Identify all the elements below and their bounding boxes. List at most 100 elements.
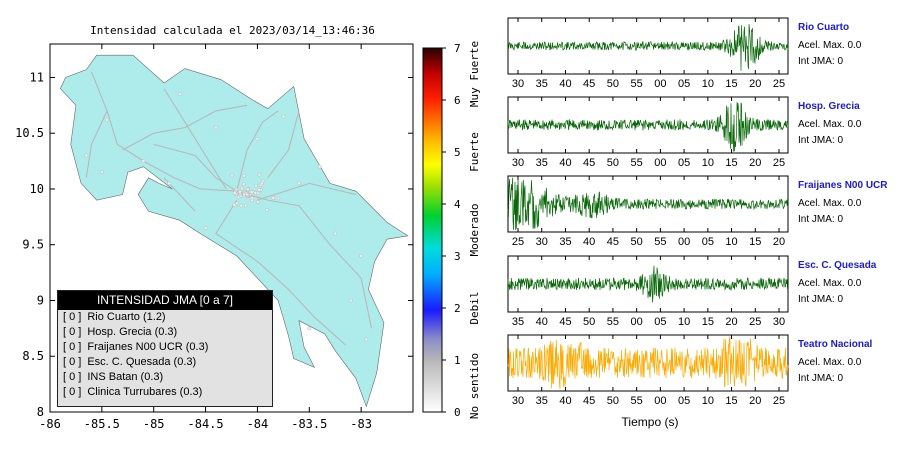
road-line xyxy=(163,88,227,190)
station-jma-intensity: Int JMA: 0 xyxy=(798,56,844,67)
city-marker xyxy=(255,136,260,141)
time-tick-label: 10 xyxy=(702,157,714,169)
time-tick-label: 15 xyxy=(725,78,737,90)
colorbar-tick-label: 7 xyxy=(454,42,461,55)
map-frame xyxy=(49,43,414,413)
colorbar-tick-label: 3 xyxy=(454,250,461,263)
station-jma-intensity: Int JMA: 0 xyxy=(798,294,844,305)
colorbar-tick-label: 0 xyxy=(454,406,461,419)
road-line xyxy=(267,110,300,179)
time-tick-label: 30 xyxy=(512,157,524,169)
time-tick-label: 00 xyxy=(631,316,643,328)
time-tick-label: 20 xyxy=(773,236,785,248)
city-marker xyxy=(307,326,312,331)
station-name: Hosp. Grecia xyxy=(798,101,860,112)
city-marker xyxy=(281,114,286,119)
time-tick-label: 20 xyxy=(725,316,737,328)
city-marker xyxy=(364,337,369,342)
time-tick-label: 00 xyxy=(678,236,690,248)
legend-entry: [ 0 ] Fraijanes N00 UCR (0.3) xyxy=(58,340,272,355)
y-tick-label: 10 xyxy=(30,182,44,196)
city-marker xyxy=(242,182,246,186)
station-max-acceleration: Acel. Max. 0.0 xyxy=(798,278,862,289)
time-tick-label: 15 xyxy=(725,395,737,407)
station-jma-intensity: Int JMA: 0 xyxy=(798,135,844,146)
colorbar-tick-label: 4 xyxy=(454,198,461,211)
time-tick-label: 25 xyxy=(773,157,785,169)
time-tick-label: 50 xyxy=(607,157,619,169)
seismic-signal xyxy=(507,336,789,390)
legend-entry-label: Esc. C. Quesada (0.3) xyxy=(87,356,197,368)
time-tick-label: 25 xyxy=(773,78,785,90)
time-tick-label: 05 xyxy=(678,78,690,90)
legend-entry-intensity: [ 0 ] xyxy=(63,311,82,323)
city-marker xyxy=(260,181,264,186)
station-max-acceleration: Acel. Max. 0.0 xyxy=(798,357,862,368)
time-tick-label: 50 xyxy=(607,395,619,407)
road-line xyxy=(215,199,346,346)
city-marker xyxy=(84,153,89,158)
city-marker xyxy=(317,164,322,169)
time-tick-label: 05 xyxy=(702,236,714,248)
legend-entry-intensity: [ 0 ] xyxy=(63,341,82,353)
time-tick-label: 30 xyxy=(512,78,524,90)
city-marker xyxy=(238,190,242,194)
time-tick-label: 55 xyxy=(654,236,666,248)
legend-entry-label: Rio Cuarto (1.2) xyxy=(87,311,166,323)
station-name: Esc. C. Quesada xyxy=(798,260,877,271)
waveform-trace: 30 35 40 45 50 55 00 05 10 15 20 25 xyxy=(507,96,789,169)
x-tick-label: -83.5 xyxy=(291,417,327,431)
time-tick-label: 45 xyxy=(583,78,595,90)
city-marker xyxy=(297,181,301,186)
legend-entry-label: Fraijanes N00 UCR (0.3) xyxy=(87,341,209,353)
colorbar-gradient xyxy=(422,47,443,413)
time-tick-label: 30 xyxy=(536,236,548,248)
time-tick-label: 40 xyxy=(559,395,571,407)
station-info: Rio Cuarto Acel. Max. 0.0 Int JMA: 0 xyxy=(798,22,861,67)
colorbar-tick-label: 6 xyxy=(454,94,461,107)
intensity-colorbar: 0 1 2 3 4 5 6 7 No sentido Debil Moderado Fuerte Muy… xyxy=(422,41,481,419)
time-tick-label: 15 xyxy=(702,316,714,328)
time-tick-label: 40 xyxy=(559,78,571,90)
city-marker xyxy=(359,253,364,258)
time-tick-label: 40 xyxy=(583,236,595,248)
time-tick-label: 10 xyxy=(725,236,737,248)
x-tick-label: -86 xyxy=(39,417,61,431)
city-marker xyxy=(167,181,172,186)
colorbar-tick-label: 5 xyxy=(454,146,461,159)
city-marker xyxy=(141,159,146,163)
time-tick-label: 00 xyxy=(654,78,666,90)
city-marker xyxy=(203,226,208,230)
city-marker xyxy=(257,172,262,177)
time-tick-label: 15 xyxy=(749,236,761,248)
colorbar-tick-label: 1 xyxy=(454,354,461,367)
time-tick-label: 40 xyxy=(536,316,548,328)
city-marker xyxy=(348,298,353,303)
time-tick-label: 30 xyxy=(512,395,524,407)
legend-entry: [ 0 ] Hosp. Grecia (0.3) xyxy=(58,325,272,340)
time-tick-label: 05 xyxy=(678,395,690,407)
seismic-signal xyxy=(507,265,789,303)
legend-entry: [ 0 ] Clinica Turrubares (0.3) xyxy=(58,385,272,400)
legend-entry: [ 0 ] Esc. C. Quesada (0.3) xyxy=(58,355,272,370)
station-max-acceleration: Acel. Max. 0.0 xyxy=(798,40,862,51)
y-tick-label: 9 xyxy=(37,293,44,307)
station-info: Teatro Nacional Acel. Max. 0.0 Int JMA: 0 xyxy=(798,339,872,384)
city-marker xyxy=(276,196,281,201)
time-tick-label: 55 xyxy=(607,316,619,328)
city-marker xyxy=(249,190,254,194)
y-tick-label: 11 xyxy=(30,70,44,84)
x-tick-label: -85.5 xyxy=(84,417,120,431)
station-jma-intensity: Int JMA: 0 xyxy=(798,214,844,225)
time-tick-label: 00 xyxy=(654,395,666,407)
colorbar-tick-label: 2 xyxy=(454,302,461,315)
waveform-trace: 25 30 35 40 45 50 55 00 05 10 15 20 xyxy=(507,175,789,248)
x-tick-label: -84.5 xyxy=(188,417,224,431)
city-marker xyxy=(245,192,249,197)
legend-entry-intensity: [ 0 ] xyxy=(63,356,82,368)
time-tick-label: 55 xyxy=(631,78,643,90)
city-marker xyxy=(105,117,109,122)
time-axis-label: Tiempo (s) xyxy=(621,415,679,429)
colorbar-category-label: Fuerte xyxy=(468,132,481,172)
time-tick-label: 40 xyxy=(559,157,571,169)
